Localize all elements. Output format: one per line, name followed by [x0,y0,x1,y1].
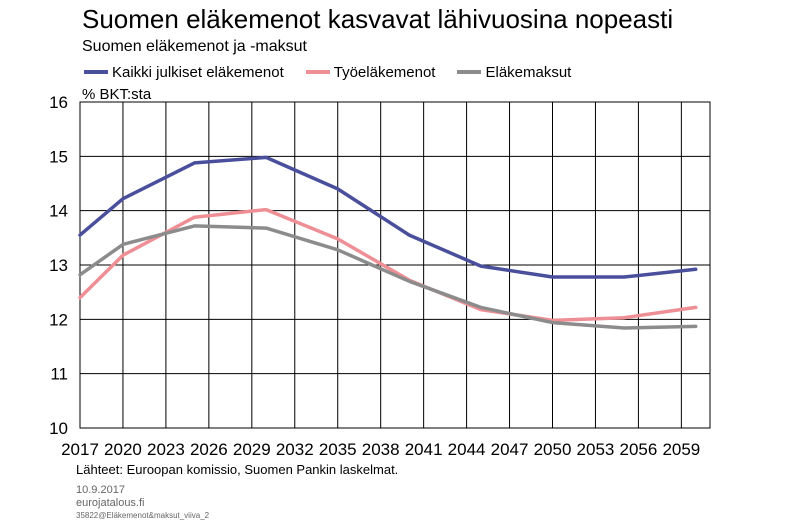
plot-frame [79,101,711,429]
x-tick-label: 2056 [619,440,657,459]
footer-site: eurojatalous.fi [76,497,145,509]
y-tick-label: 15 [49,147,68,166]
legend-label: Eläkemaksut [485,63,572,81]
y-tick-label: 14 [49,202,68,221]
legend-label: Kaikki julkiset eläkemenot [112,63,284,81]
legend: Kaikki julkiset eläkemenot Työeläkemenot… [84,62,593,82]
legend-swatch [305,70,330,74]
x-tick-label: 2041 [405,440,443,459]
footer-date: 10.9.2017 [76,484,125,496]
footer-code: 35822@Eläkemenot&maksut_viiva_2 [76,511,210,520]
x-tick-label: 2038 [362,440,400,459]
chart-subtitle: Suomen eläkemenot ja -maksut [82,38,307,55]
y-tick-label: 11 [50,365,68,384]
y-tick-label: 10 [49,419,68,438]
x-tick-label: 2035 [319,440,357,459]
legend-swatch [457,70,482,74]
source-note: Lähteet: Euroopan komissio, Suomen Panki… [76,462,399,477]
x-tick-label: 2023 [147,440,185,459]
x-tick-label: 2029 [233,440,271,459]
y-tick-label: 12 [49,310,68,329]
legend-label: Työeläkemenot [333,63,436,81]
x-tick-label: 2026 [190,440,228,459]
legend-item-tyoelake: Työeläkemenot [305,63,436,81]
x-tick-label: 2020 [104,440,142,459]
x-tick-label: 2053 [577,440,615,459]
x-tick-label: 2059 [662,440,700,459]
x-tick-label: 2017 [61,440,99,459]
legend-swatch [84,70,108,74]
legend-item-elakemaksut: Eläkemaksut [457,64,571,81]
x-tick-label: 2050 [534,440,572,459]
x-tick-label: 2032 [276,440,314,459]
chart-title: Suomen eläkemenot kasvavat lähivuosina n… [82,4,674,34]
y-axis-unit-label: % BKT:sta [82,86,152,103]
series-line-2 [78,224,698,330]
y-tick-label: 13 [49,256,68,275]
series-line-0 [78,155,698,279]
legend-item-kaikki: Kaikki julkiset eläkemenot [84,64,284,81]
x-tick-label: 2047 [491,440,529,459]
x-tick-label: 2044 [448,440,486,459]
y-tick-label: 16 [49,93,68,112]
